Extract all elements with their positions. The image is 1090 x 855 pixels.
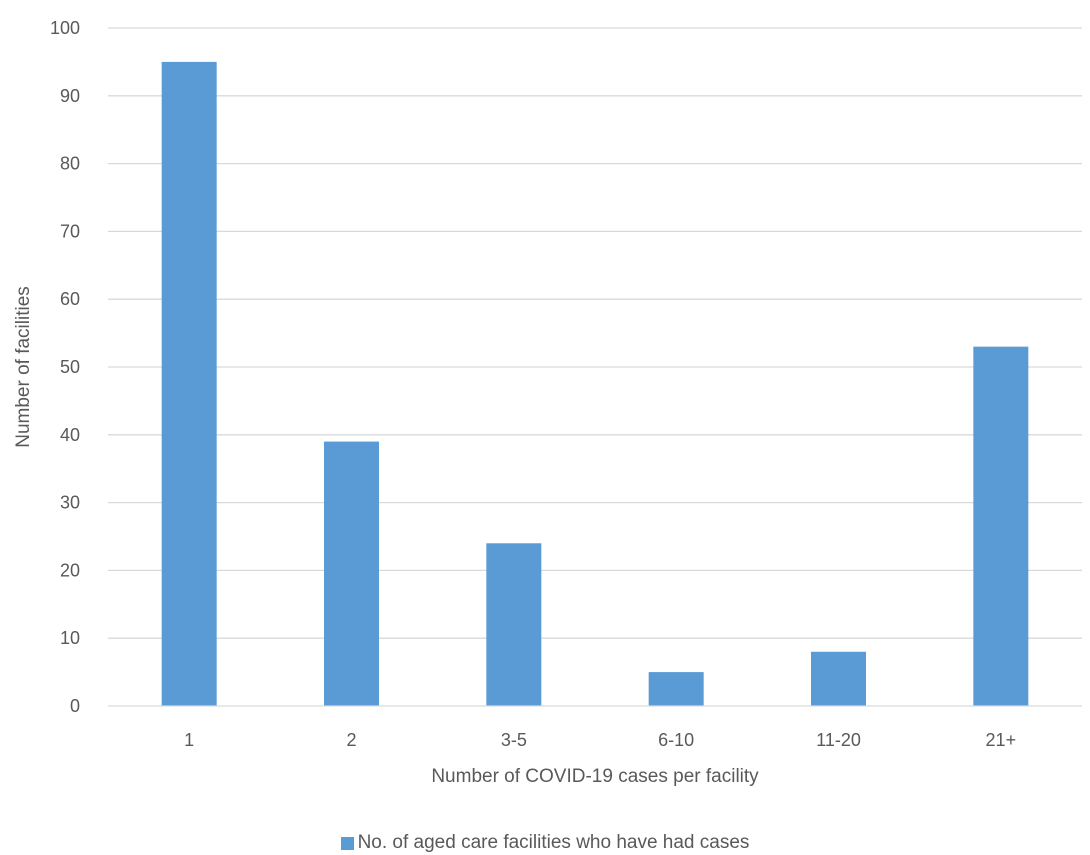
legend-swatch xyxy=(341,837,354,850)
bar-1 xyxy=(162,62,217,706)
x-tick-label: 2 xyxy=(346,730,356,750)
bar-21+ xyxy=(973,347,1028,706)
gridlines xyxy=(108,28,1082,638)
x-tick-label: 6-10 xyxy=(658,730,694,750)
y-tick-label: 70 xyxy=(60,221,80,241)
y-axis-ticks: 0 10 20 30 40 50 60 70 80 90 100 xyxy=(50,18,80,716)
bars xyxy=(162,62,1029,706)
bar-11-20 xyxy=(811,652,866,706)
y-tick-label: 60 xyxy=(60,289,80,309)
bar-2 xyxy=(324,442,379,706)
y-tick-label: 100 xyxy=(50,18,80,38)
y-tick-label: 20 xyxy=(60,560,80,580)
x-axis-title: Number of COVID-19 cases per facility xyxy=(431,766,759,787)
y-tick-label: 0 xyxy=(70,696,80,716)
bar-6-10 xyxy=(649,672,704,706)
legend: No. of aged care facilities who have had… xyxy=(0,832,1090,854)
y-tick-label: 90 xyxy=(60,86,80,106)
x-tick-label: 11-20 xyxy=(816,730,861,750)
bar-chart: 0 10 20 30 40 50 60 70 80 90 100 1 2 3-5 6-10 11-20 21+… xyxy=(0,0,1090,800)
x-tick-label: 21+ xyxy=(986,730,1017,750)
x-tick-label: 1 xyxy=(184,730,194,750)
y-tick-label: 10 xyxy=(60,628,80,648)
legend-label: No. of aged care facilities who have had… xyxy=(358,832,750,854)
y-tick-label: 80 xyxy=(60,154,80,174)
y-tick-label: 30 xyxy=(60,493,80,513)
bar-3-5 xyxy=(486,543,541,706)
x-tick-label: 3-5 xyxy=(501,730,527,750)
y-tick-label: 40 xyxy=(60,425,80,445)
y-tick-label: 50 xyxy=(60,357,80,377)
x-axis-ticks: 1 2 3-5 6-10 11-20 21+ xyxy=(184,730,1016,750)
y-axis-title: Number of facilities xyxy=(13,286,34,448)
